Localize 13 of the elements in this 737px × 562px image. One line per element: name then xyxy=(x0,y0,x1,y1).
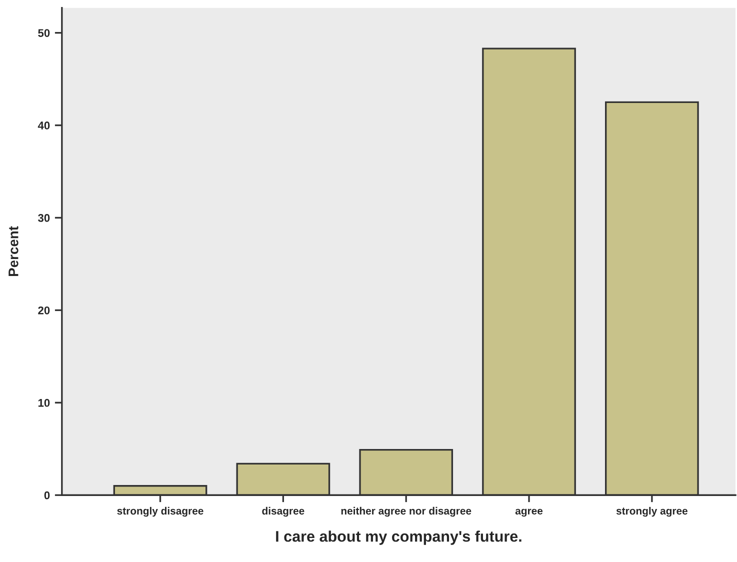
x-tick-label: neither agree nor disagree xyxy=(341,506,472,517)
y-tick-label: 0 xyxy=(44,491,50,500)
y-tick-label: 10 xyxy=(38,398,50,407)
y-tick-label: 40 xyxy=(38,122,50,130)
y-tick-label: 50 xyxy=(38,29,50,37)
y-tick-label: 30 xyxy=(38,214,50,222)
x-tick-label: strongly disagree xyxy=(117,506,204,517)
x-tick-label: disagree xyxy=(262,506,304,517)
x-tick-label: agree xyxy=(515,508,543,517)
x-tick-label: strongly agree xyxy=(616,506,688,517)
y-axis-title: Percent xyxy=(8,226,18,276)
x-axis-title: I care about my company's future. xyxy=(276,530,522,545)
y-tick-label: 20 xyxy=(38,306,50,314)
